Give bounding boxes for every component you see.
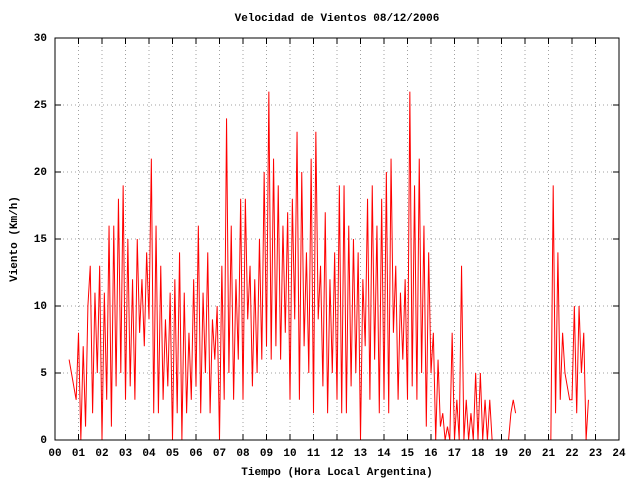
x-tick-label: 10 — [283, 448, 296, 460]
x-tick-label: 16 — [424, 448, 437, 460]
x-tick-label: 19 — [495, 448, 508, 460]
y-tick-label: 20 — [34, 167, 47, 179]
x-tick-label: 14 — [377, 448, 391, 460]
x-tick-label: 01 — [72, 448, 86, 460]
x-tick-label: 09 — [260, 448, 273, 460]
x-tick-label: 02 — [95, 448, 108, 460]
x-tick-label: 24 — [612, 448, 626, 460]
x-tick-label: 12 — [330, 448, 343, 460]
x-tick-label: 00 — [48, 448, 61, 460]
x-tick-label: 03 — [119, 448, 133, 460]
y-tick-label: 30 — [34, 33, 47, 45]
y-tick-label: 5 — [40, 368, 47, 380]
y-tick-label: 15 — [34, 234, 48, 246]
x-axis-label: Tiempo (Hora Local Argentina) — [241, 467, 432, 479]
wind-line — [68, 91, 589, 441]
x-tick-label: 23 — [589, 448, 603, 460]
x-tick-label: 20 — [518, 448, 531, 460]
x-tick-label: 18 — [471, 448, 485, 460]
plot-border — [54, 37, 620, 441]
x-tick-label: 17 — [448, 448, 461, 460]
x-tick-label: 05 — [166, 448, 180, 460]
x-tick-label: 08 — [236, 448, 250, 460]
x-tick-label: 21 — [542, 448, 556, 460]
x-tick-label: 13 — [354, 448, 368, 460]
chart-title: Velocidad de Vientos 08/12/2006 — [235, 13, 440, 25]
x-tick-label: 11 — [307, 448, 321, 460]
x-tick-label: 22 — [565, 448, 578, 460]
x-tick-label: 06 — [189, 448, 202, 460]
x-tick-label: 15 — [401, 448, 415, 460]
y-tick-label: 10 — [34, 301, 47, 313]
x-tick-label: 04 — [142, 448, 156, 460]
y-axis-label: Viento (Km/h) — [9, 196, 21, 282]
y-tick-label: 25 — [34, 100, 48, 112]
y-tick-label: 0 — [40, 435, 47, 447]
x-tick-label: 07 — [213, 448, 226, 460]
